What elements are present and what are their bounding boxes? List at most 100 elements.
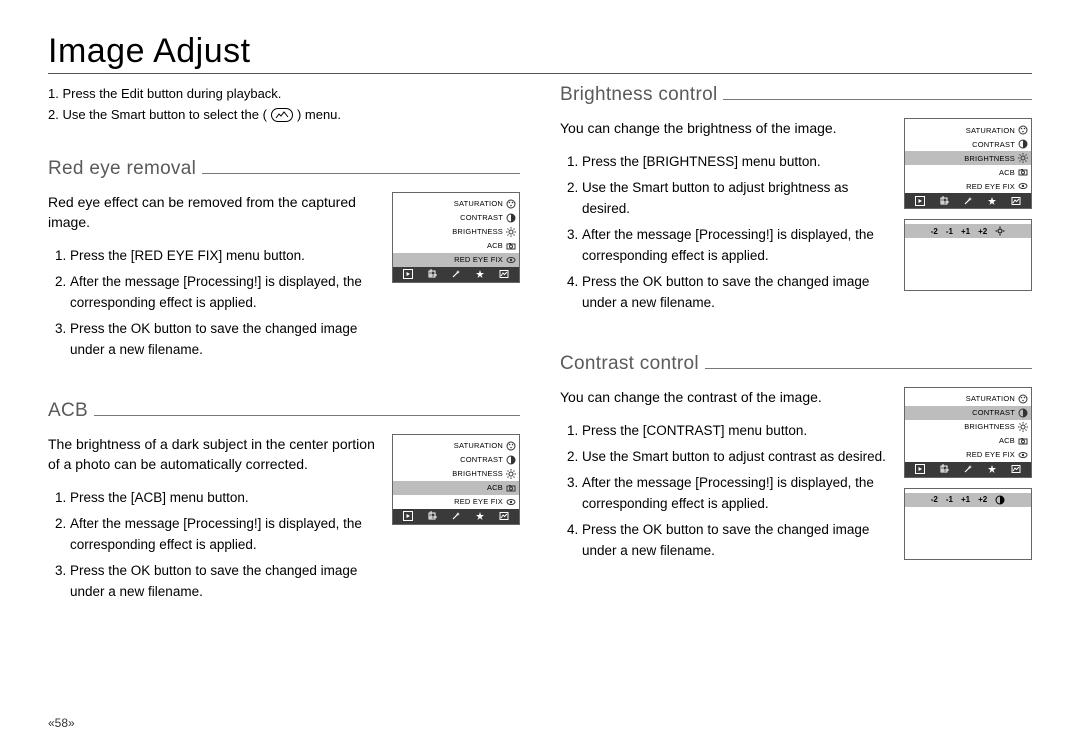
menu-row-acb: ACB	[905, 434, 1031, 448]
step1-text: 1. Press the Edit button during playback…	[48, 84, 281, 105]
image-adjust-icon	[1011, 195, 1022, 206]
camera-icon	[1018, 167, 1028, 177]
step: Press the [CONTRAST] menu button.	[582, 421, 892, 442]
menu-row-contrast: CONTRAST	[905, 137, 1031, 151]
step: Press the OK button to save the changed …	[582, 520, 892, 562]
bottom-toolbar	[393, 267, 519, 282]
menu-label: BRIGHTNESS	[399, 227, 503, 236]
play-icon	[403, 269, 414, 280]
tick: -1	[946, 495, 953, 504]
menu-label: ACB	[399, 483, 503, 492]
menu-label: ACB	[399, 241, 503, 250]
eye-icon	[1018, 181, 1028, 191]
menu-label: RED EYE FIX	[911, 182, 1015, 191]
rule	[94, 415, 520, 416]
intro-text: You can change the brightness of the ima…	[560, 118, 892, 138]
menu-row-saturation: SATURATION	[905, 392, 1031, 406]
screen-mock-redeye: SATURATION CONTRAST BRIGHTNESS ACB RED EYE F…	[392, 192, 520, 283]
page-number: «58»	[48, 716, 75, 730]
rule	[705, 368, 1032, 369]
screen-mock-brightness: SATURATION CONTRAST BRIGHTNESS ACB RED EYE F…	[904, 118, 1032, 209]
half-icon	[506, 455, 516, 465]
section-title-acb: ACB	[48, 400, 520, 424]
step: Press the OK button to save the changed …	[70, 319, 380, 361]
screen-mock-col: SATURATION CONTRAST BRIGHTNESS ACB RED EYE F…	[904, 118, 1032, 291]
step: Press the OK button to save the changed …	[582, 272, 892, 314]
menu-row-contrast: CONTRAST	[393, 211, 519, 225]
tick: -1	[946, 227, 953, 236]
tick: +1	[961, 495, 970, 504]
menu-row-brightness: BRIGHTNESS	[905, 420, 1031, 434]
menu-label: RED EYE FIX	[399, 255, 503, 264]
right-column: Brightness control You can change the br…	[560, 84, 1032, 642]
adjust-slider: -2-1+1+2	[905, 493, 1031, 507]
step2b-text: ) menu.	[297, 105, 341, 126]
rule	[723, 99, 1032, 100]
menu-label: SATURATION	[399, 441, 503, 450]
crop-icon	[427, 269, 438, 280]
section-title-contrast: Contrast control	[560, 353, 1032, 377]
screen-mock-col: SATURATION CONTRAST BRIGHTNESSACBRED EYE F…	[904, 387, 1032, 560]
sun-icon	[1018, 153, 1028, 163]
bottom-toolbar	[905, 462, 1031, 477]
menu-row-saturation: SATURATION	[393, 439, 519, 453]
menu-label: BRIGHTNESS	[911, 154, 1015, 163]
section-brightness: Brightness control You can change the br…	[560, 84, 1032, 319]
menu-row-redeye: RED EYE FIX	[393, 495, 519, 509]
wand-icon	[451, 269, 462, 280]
camera-icon	[1018, 436, 1028, 446]
intro-text: Red eye effect can be removed from the c…	[48, 192, 380, 233]
tick: +1	[961, 227, 970, 236]
step: Press the OK button to save the changed …	[70, 561, 380, 603]
menu-label: SATURATION	[399, 199, 503, 208]
steps-redeye: Press the [RED EYE FIX] menu button. Aft…	[48, 246, 380, 361]
step: After the message [Processing!] is displ…	[582, 473, 892, 515]
star-icon	[475, 269, 486, 280]
wand-icon	[963, 464, 974, 475]
play-icon	[915, 195, 926, 206]
columns: 1. Press the Edit button during playback…	[48, 84, 1032, 642]
menu-label: CONTRAST	[399, 213, 503, 222]
menu-label: SATURATION	[911, 394, 1015, 403]
wand-icon	[451, 511, 462, 522]
menu-row-brightness: BRIGHTNESS	[905, 151, 1031, 165]
menu-label: CONTRAST	[911, 408, 1015, 417]
image-adjust-icon	[271, 108, 293, 122]
menu-label: SATURATION	[911, 126, 1015, 135]
star-icon	[987, 464, 998, 475]
play-icon	[403, 511, 414, 522]
crop-icon	[427, 511, 438, 522]
step2a-text: 2. Use the Smart button to select the (	[48, 105, 267, 126]
screen-mock-contrast: SATURATION CONTRAST BRIGHTNESSACBRED EYE F…	[904, 387, 1032, 478]
section-title-text: Red eye removal	[48, 158, 196, 180]
section-title-redeye: Red eye removal	[48, 158, 520, 182]
menu-row-redeye: RED EYE FIX	[905, 448, 1031, 462]
star-icon	[987, 195, 998, 206]
section-contrast: Contrast control You can change the cont…	[560, 353, 1032, 567]
menu-row-acb: ACB	[393, 481, 519, 495]
menu-row-acb: ACB	[905, 165, 1031, 179]
eye-icon	[506, 255, 516, 265]
section-title-text: Brightness control	[560, 84, 717, 106]
star-icon	[475, 511, 486, 522]
menu-row-redeye: RED EYE FIX	[905, 179, 1031, 193]
section-title-brightness: Brightness control	[560, 84, 1032, 108]
left-column: 1. Press the Edit button during playback…	[48, 84, 520, 642]
intro-text: You can change the contrast of the image…	[560, 387, 892, 407]
palette-icon	[1018, 394, 1028, 404]
sun-icon	[1018, 422, 1028, 432]
eye-icon	[1018, 450, 1028, 460]
palette-icon	[506, 199, 516, 209]
camera-icon	[506, 241, 516, 251]
adjust-slider: -2-1+1+2	[905, 224, 1031, 238]
palette-icon	[1018, 125, 1028, 135]
rule	[202, 173, 520, 174]
step: Use the Smart button to adjust brightnes…	[582, 178, 892, 220]
steps-contrast: Press the [CONTRAST] menu button. Use th…	[560, 421, 892, 562]
menu-row-saturation: SATURATION	[393, 197, 519, 211]
top-steps: 1. Press the Edit button during playback…	[48, 84, 520, 126]
menu-row-brightness: BRIGHTNESS	[393, 467, 519, 481]
half-icon	[1018, 139, 1028, 149]
screen-mock-brightness-slider: -2-1+1+2	[904, 219, 1032, 291]
image-adjust-icon	[499, 511, 510, 522]
